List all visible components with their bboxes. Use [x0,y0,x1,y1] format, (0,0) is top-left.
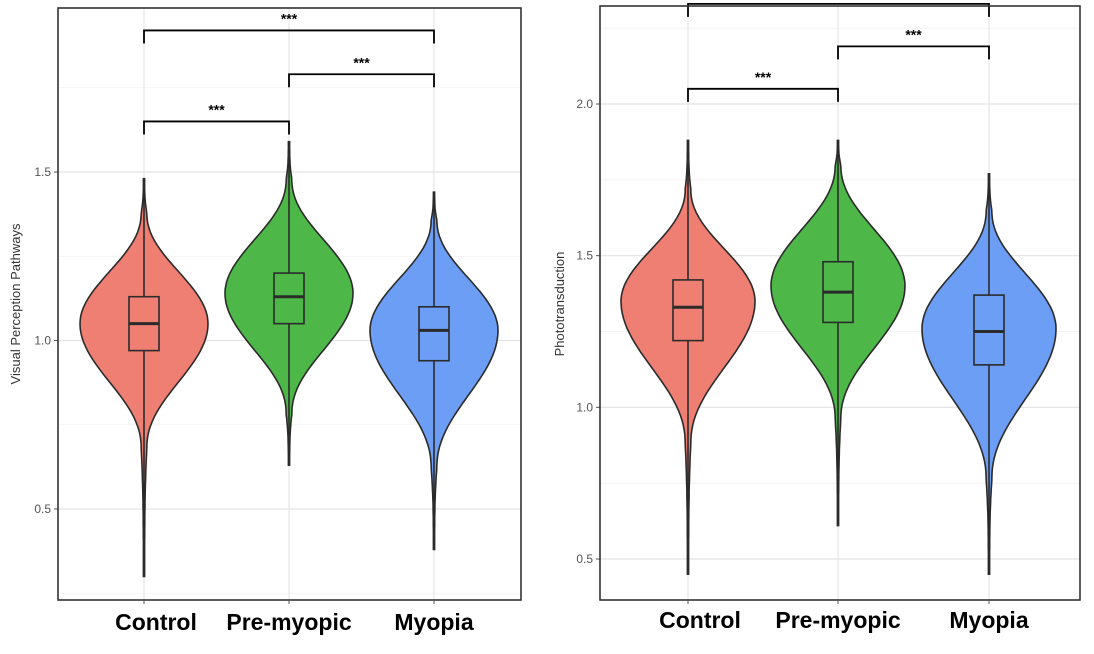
significance-label: *** [208,101,225,117]
bracket-line [687,87,839,102]
box-iqr [973,294,1005,366]
violin-control [620,139,756,575]
box-iqr [418,305,450,362]
significance-bracket: *** [288,54,435,88]
x-tick-label: Control [659,607,741,633]
significance-bracket: *** [687,69,839,102]
significance-bracket: *** [143,101,290,135]
violin-myopia [369,191,499,551]
violin-control [79,177,209,578]
x-tick-label: Myopia [394,609,473,635]
significance-bracket: *** [837,26,990,60]
y-tick-label: 1.0 [34,334,51,348]
x-tick-label: Pre-myopic [226,609,351,635]
significance-label: *** [755,69,772,85]
violin-myopia [921,173,1057,575]
violin-pre-myopic [224,140,354,466]
bracket-line [288,73,435,88]
x-tick-label: Control [115,609,197,635]
bracket-line [143,120,290,135]
x-tick-label: Myopia [949,607,1028,633]
significance-label: *** [905,26,922,42]
x-tick-label: Pre-myopic [775,607,900,633]
box-iqr [672,279,704,342]
y-tick-label: 0.5 [576,552,593,566]
chart-panel-2: 0.5 1.0 1.5 2.0 Phototransduction *** *** *** Co… [552,3,1081,633]
significance-label: *** [281,10,298,26]
y-axis-label: Visual Perception Pathways [8,223,23,384]
box-iqr [273,272,305,325]
plot-border [599,5,1081,601]
significance-bracket: *** [143,10,435,44]
y-tick-label: 2.0 [576,97,593,111]
violin-pre-myopic [770,139,906,527]
bracket-line [687,3,990,17]
bracket-line [143,29,435,44]
chart-panel-1: 0.5 1.0 1.5 Visual Perception Pathways *** **… [8,7,522,635]
significance-bracket: *** [687,3,990,17]
y-tick-label: 1.0 [576,400,593,414]
y-axis-label: Phototransduction [552,252,567,357]
y-tick-label: 1.5 [576,249,593,263]
bracket-line [837,45,990,60]
significance-label: *** [353,54,370,70]
y-tick-label: 1.5 [34,165,51,179]
y-tick-label: 0.5 [34,502,51,516]
